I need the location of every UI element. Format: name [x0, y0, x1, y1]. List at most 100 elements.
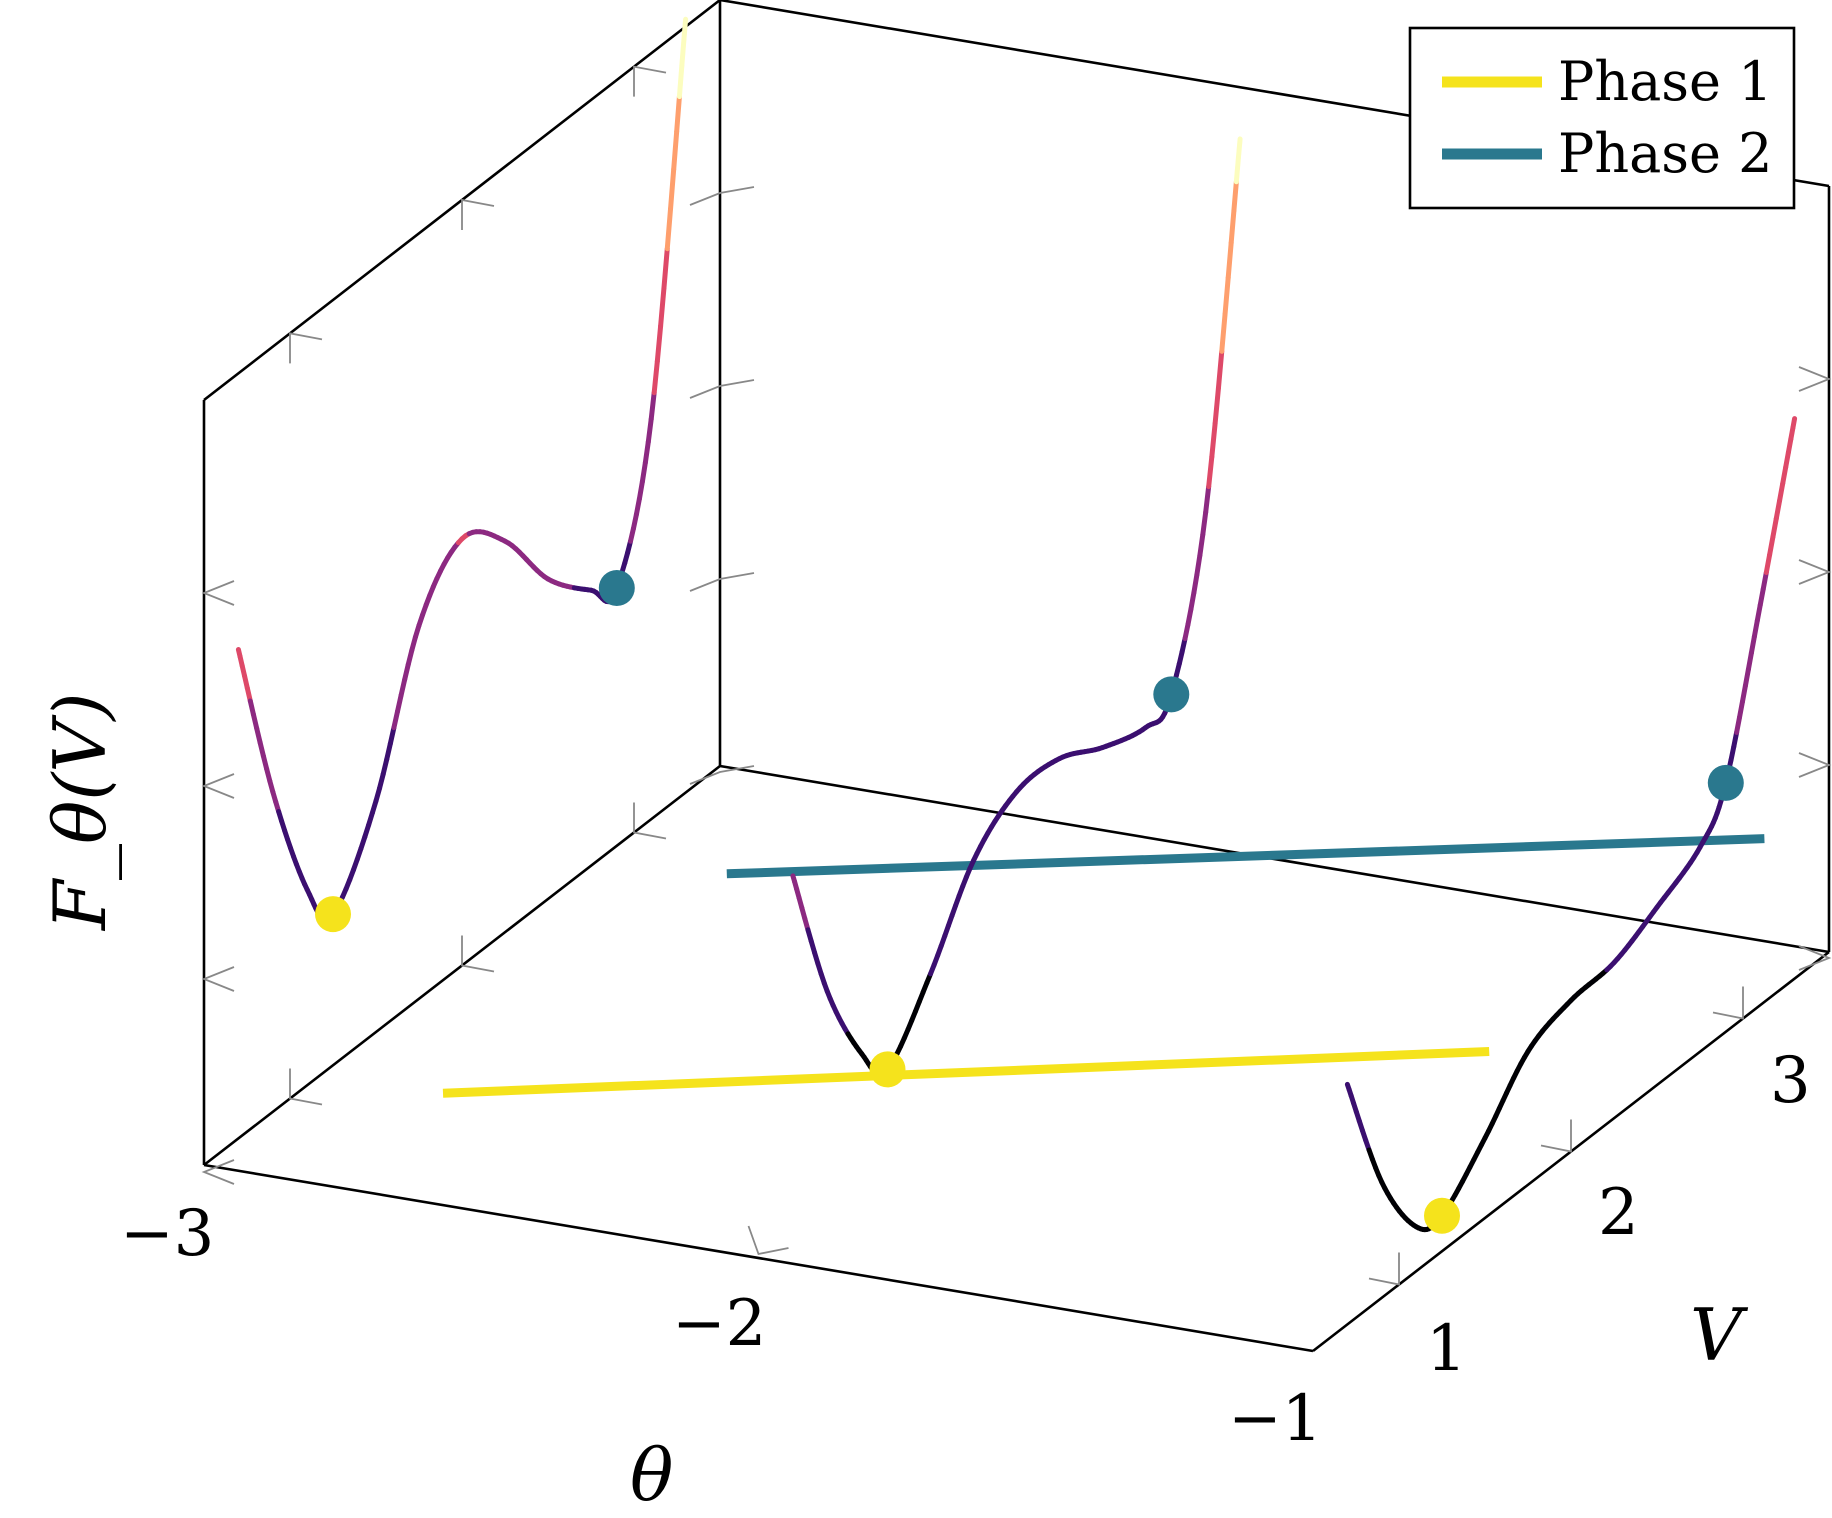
legend: Phase 1 Phase 2	[1408, 26, 1796, 210]
curve-segment	[1225, 240, 1234, 281]
curve-segment	[1188, 590, 1197, 612]
curve-segment	[1228, 207, 1237, 246]
phase-line	[442, 1046, 1490, 1098]
y-tick-mark	[289, 1068, 323, 1106]
curve-segment	[645, 416, 654, 445]
curve-segment	[1757, 586, 1766, 608]
curve-segment	[1790, 416, 1798, 431]
curve-segment	[1194, 552, 1203, 578]
y-axis-title: V	[1690, 1293, 1749, 1377]
curve-segment	[1780, 464, 1789, 487]
z-axis-title: F_θ(V)	[38, 693, 122, 932]
curve-segment	[676, 62, 685, 100]
curve-segment	[1215, 348, 1225, 391]
z-tick-mark	[689, 765, 755, 785]
axis-labels: −3 −2 −1 1 2 3 θ V F_θ(V)	[38, 693, 1811, 1517]
curve-segment	[1734, 714, 1743, 735]
phase1-minimum-point	[1424, 1197, 1460, 1234]
phase1-minimum-point	[869, 1051, 906, 1088]
curve-segment	[1748, 634, 1757, 656]
curve-segment	[1763, 552, 1773, 575]
curve-segment	[651, 358, 660, 396]
legend-label: Phase 2	[1558, 122, 1773, 185]
free-energy-curves	[235, 16, 1798, 1233]
curve-segment	[1197, 532, 1206, 558]
y-tick-mark	[633, 802, 667, 840]
phase1-minimum-point	[315, 896, 351, 933]
curve-segment	[681, 16, 689, 42]
y-tick-mark	[633, 65, 667, 97]
x-tick-label: −1	[1228, 1382, 1322, 1456]
curve-segment	[668, 166, 677, 212]
curve-segment	[636, 479, 645, 502]
curve-segment	[1231, 179, 1239, 213]
x-tick-label: −3	[120, 1197, 214, 1271]
curve-segment	[1212, 385, 1221, 427]
curve-segment	[1767, 534, 1776, 558]
curve-segment	[1219, 311, 1228, 354]
curve-segment	[674, 94, 682, 135]
curve-segment	[391, 708, 400, 731]
curve-segment	[1739, 683, 1748, 705]
curve-segment	[402, 661, 411, 683]
z-tick-mark	[201, 966, 235, 992]
phase-lines	[442, 834, 1765, 1098]
curve-segment	[671, 129, 680, 172]
curve-segment	[1191, 572, 1200, 596]
y-tick-mark	[461, 935, 495, 973]
curve-segment	[1209, 421, 1218, 460]
z-tick-mark	[1798, 559, 1832, 585]
curve-segment	[1760, 569, 1769, 592]
curve-segment	[1770, 516, 1779, 540]
curve-segment	[384, 741, 393, 762]
curve-segment	[1235, 136, 1243, 161]
phase2-minimum-point	[598, 570, 635, 607]
axis-ticks	[201, 65, 1832, 1286]
curve-segment	[1745, 650, 1754, 672]
y-tick-label: 3	[1770, 1044, 1811, 1118]
z-tick-mark	[1798, 366, 1832, 392]
phase-line	[726, 834, 1765, 879]
curve-segment	[633, 496, 642, 517]
z-tick-mark	[689, 572, 755, 592]
curve-segment	[1203, 484, 1212, 515]
phase2-minimum-point	[1707, 764, 1744, 801]
y-tick-label: 1	[1426, 1312, 1467, 1386]
x-tick-label: −2	[672, 1287, 766, 1361]
curve-segment	[1783, 449, 1791, 470]
curve-segment	[639, 460, 648, 485]
y-tick-mark	[1368, 1252, 1400, 1286]
z-tick-mark	[201, 580, 235, 606]
x-tick-mark	[747, 1225, 789, 1256]
curve-segment	[1206, 454, 1215, 490]
y-tick-mark	[1540, 1119, 1572, 1153]
curve-segment	[1233, 155, 1241, 185]
legend-label: Phase 1	[1558, 50, 1773, 113]
minima-points	[315, 570, 1744, 1234]
curve-segment	[398, 677, 408, 698]
legend-box	[1408, 26, 1796, 210]
curve-segment	[1754, 602, 1763, 624]
curve-segment	[1777, 481, 1786, 504]
curve-segment	[664, 206, 674, 252]
curve-segment	[1751, 618, 1760, 640]
curve-segment	[642, 439, 651, 466]
curve-segment	[679, 36, 687, 68]
curve-segment	[648, 390, 657, 422]
z-tick-mark	[201, 1159, 235, 1185]
curve-segment	[387, 725, 397, 747]
curve-segment	[1737, 699, 1745, 720]
curve-segment	[1222, 275, 1231, 317]
curve-segment	[661, 246, 670, 291]
y-tick-mark	[1712, 986, 1744, 1020]
curve-segment	[658, 285, 667, 329]
axis-edge-front-bottom	[203, 1163, 1314, 1353]
phase2-minimum-point	[1153, 676, 1190, 713]
z-tick-mark	[689, 379, 755, 399]
curve-segment	[1185, 606, 1194, 628]
curve-segment	[654, 323, 664, 364]
curve-segment	[1200, 509, 1209, 538]
curve-segment	[1773, 498, 1783, 522]
curve-segment	[1742, 666, 1751, 689]
